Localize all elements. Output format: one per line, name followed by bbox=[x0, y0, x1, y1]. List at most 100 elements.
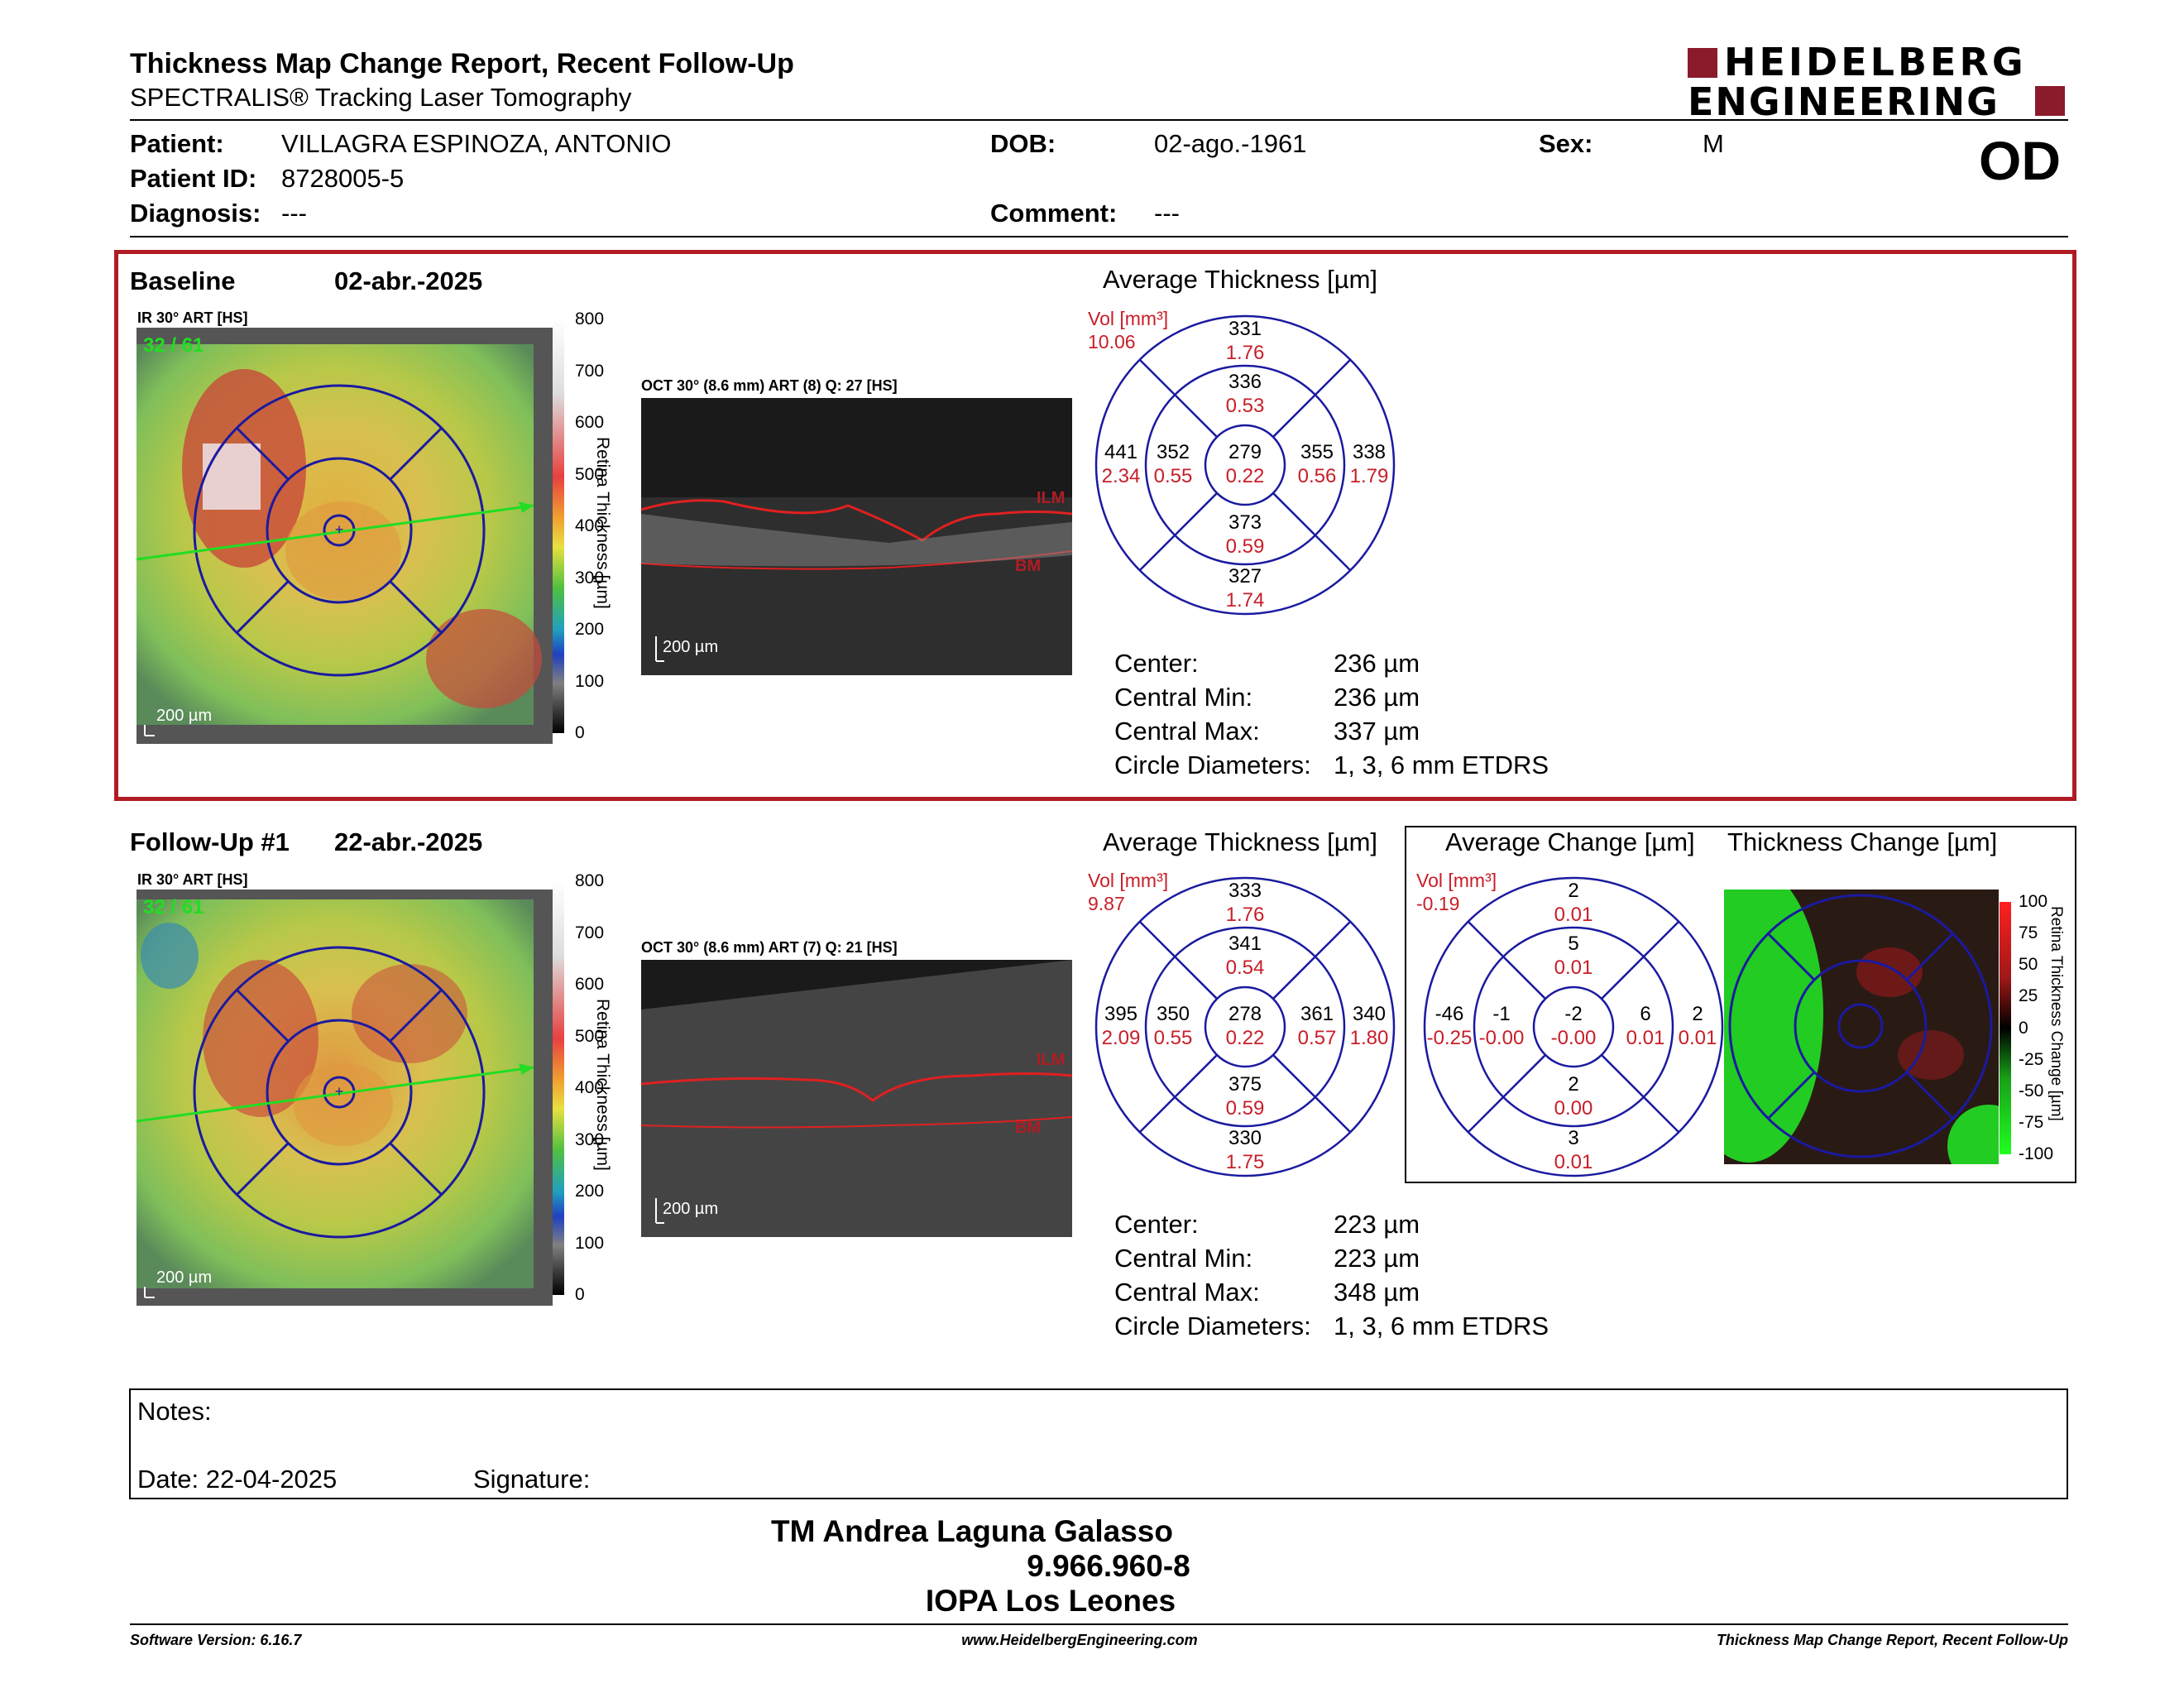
colorbar-tick: -75 bbox=[2019, 1112, 2044, 1132]
sector-thickness: 441 bbox=[1104, 441, 1138, 463]
sector-thickness: 375 bbox=[1228, 1073, 1262, 1096]
stat-value: 223 µm bbox=[1334, 1244, 1420, 1273]
fundus-thickness-map: + 32 / 61 200 µm bbox=[136, 890, 553, 1306]
signer-id: 9.966.960-8 bbox=[1027, 1549, 1190, 1583]
sector-thickness: 341 bbox=[1228, 933, 1262, 955]
etdrs-grid: 333 1.76 341 0.54 278 0.22 375 0.59 330 1.75 395 2.… bbox=[1092, 874, 1398, 1180]
colorbar-tick: 0 bbox=[575, 723, 585, 742]
thickness-change-map bbox=[1724, 890, 1999, 1164]
sector-thickness: 5 bbox=[1568, 933, 1579, 955]
stat-label: Central Max: bbox=[1114, 717, 1260, 746]
etdrs-sector-outer-nas: 2 0.01 bbox=[1664, 1002, 1731, 1050]
ilm-label: ILM bbox=[1037, 489, 1066, 507]
sector-volume: 0.59 bbox=[1225, 1097, 1265, 1120]
stat-value: 348 µm bbox=[1334, 1278, 1420, 1307]
sector-volume: 0.01 bbox=[1626, 1027, 1665, 1049]
colorbar-tick: 500 bbox=[575, 464, 605, 484]
thickness-colorbar bbox=[553, 881, 564, 1295]
notes-label: Notes: bbox=[137, 1397, 212, 1426]
colorbar-tick: 200 bbox=[575, 620, 605, 639]
oct-label: OCT 30° (8.6 mm) ART (8) Q: 27 [HS] bbox=[641, 377, 898, 394]
sector-volume: 0.01 bbox=[1554, 957, 1593, 979]
colorbar-tick: 50 bbox=[2019, 955, 2038, 975]
sector-volume: 0.00 bbox=[1554, 1097, 1593, 1120]
sector-thickness: 352 bbox=[1156, 441, 1190, 463]
colorbar-tick: 700 bbox=[575, 361, 605, 381]
sector-thickness: 338 bbox=[1352, 441, 1387, 463]
patient-id: 8728005-5 bbox=[281, 164, 405, 193]
sector-volume: 1.75 bbox=[1225, 1151, 1265, 1173]
baseline-label: Baseline bbox=[130, 266, 236, 295]
sector-volume: 2.34 bbox=[1101, 465, 1141, 487]
colorbar-tick: 600 bbox=[575, 975, 605, 994]
sector-thickness: 350 bbox=[1156, 1003, 1190, 1025]
ilm-label: ILM bbox=[1037, 1051, 1066, 1069]
stat-label: Circle Diameters: bbox=[1114, 1312, 1311, 1340]
colorbar-tick: -50 bbox=[2019, 1081, 2044, 1101]
colorbar-tick: 400 bbox=[575, 1078, 605, 1097]
etdrs-sector-inner-temp: -1 -0.00 bbox=[1468, 1002, 1535, 1050]
etdrs-sector-outer-temp: 395 2.09 bbox=[1088, 1002, 1154, 1050]
software-version: Software Version: 6.16.7 bbox=[130, 1632, 302, 1648]
colorbar-tick: 0 bbox=[575, 1285, 585, 1304]
patient-label: Patient: bbox=[130, 129, 224, 158]
etdrs-sector-outer-inf: 327 1.74 bbox=[1212, 564, 1278, 612]
sector-volume: -0.00 bbox=[1550, 1027, 1597, 1049]
stat-value: 1, 3, 6 mm ETDRS bbox=[1334, 1312, 1549, 1340]
etdrs-sector-outer-inf: 330 1.75 bbox=[1212, 1126, 1278, 1174]
etdrs-sector-inner-inf: 375 0.59 bbox=[1212, 1072, 1278, 1120]
sector-thickness: 2 bbox=[1568, 1073, 1579, 1096]
sector-thickness: 6 bbox=[1640, 1003, 1651, 1025]
sector-volume: 0.01 bbox=[1554, 1151, 1593, 1173]
etdrs-sector-inner-sup: 5 0.01 bbox=[1540, 932, 1607, 980]
website-link[interactable]: www.HeidelbergEngineering.com bbox=[961, 1632, 1198, 1648]
vol-label: Vol [mm³] bbox=[1088, 308, 1169, 329]
sector-volume: 1.79 bbox=[1349, 465, 1389, 487]
avg-change-title: Average Change [µm] bbox=[1445, 827, 1695, 856]
colorbar-tick: 800 bbox=[575, 309, 605, 328]
colorbar-title: Retina Thickness [µm] bbox=[593, 437, 612, 609]
etdrs-sector-outer-sup: 2 0.01 bbox=[1540, 879, 1607, 927]
sector-volume: 0.22 bbox=[1225, 1027, 1265, 1049]
followup-label: Follow-Up #1 bbox=[130, 827, 290, 856]
sector-volume: 0.54 bbox=[1225, 957, 1265, 979]
scale-label: 200 µm bbox=[156, 1268, 213, 1287]
sector-thickness: 395 bbox=[1104, 1003, 1138, 1025]
etdrs-sector-inner-temp: 350 0.55 bbox=[1140, 1002, 1206, 1050]
sector-volume: 1.76 bbox=[1225, 904, 1265, 926]
colorbar-tick: 300 bbox=[575, 568, 605, 587]
etdrs-sector-inner-sup: 341 0.54 bbox=[1212, 932, 1278, 980]
thickness-colorbar bbox=[553, 319, 564, 733]
scale-label: 200 µm bbox=[156, 707, 213, 725]
comment-value: --- bbox=[1154, 199, 1180, 228]
colorbar-tick: 800 bbox=[575, 871, 605, 890]
stat-label: Center: bbox=[1114, 649, 1199, 678]
avg-thickness-title: Average Thickness [µm] bbox=[1103, 827, 1378, 856]
sector-thickness: 333 bbox=[1228, 880, 1262, 902]
dob-value: 02-ago.-1961 bbox=[1154, 129, 1307, 158]
sector-volume: -0.00 bbox=[1478, 1027, 1525, 1049]
avg-thickness-title: Average Thickness [µm] bbox=[1103, 265, 1378, 294]
stat-value: 223 µm bbox=[1334, 1210, 1420, 1239]
stat-value: 337 µm bbox=[1334, 717, 1420, 746]
colorbar-tick: 300 bbox=[575, 1129, 605, 1149]
etdrs-sector-outer-sup: 331 1.76 bbox=[1212, 317, 1278, 365]
change-vol-label: Vol [mm³] bbox=[1416, 870, 1497, 891]
etdrs-sector-center: -2 -0.00 bbox=[1540, 1002, 1607, 1050]
svg-text:+: + bbox=[335, 1083, 344, 1100]
frame-counter: 32 / 61 bbox=[143, 896, 204, 918]
footer-report-name: Thickness Map Change Report, Recent Foll… bbox=[1716, 1632, 2068, 1648]
stat-label: Central Min: bbox=[1114, 1244, 1253, 1273]
sector-thickness: -46 bbox=[1434, 1003, 1464, 1025]
sector-volume: 1.80 bbox=[1349, 1027, 1389, 1049]
etdrs-grid: 331 1.76 336 0.53 279 0.22 373 0.59 327 1.74 441 2.… bbox=[1092, 312, 1398, 618]
sector-thickness: 340 bbox=[1352, 1003, 1387, 1025]
oct-label: OCT 30° (8.6 mm) ART (7) Q: 21 [HS] bbox=[641, 939, 898, 956]
bm-label: BM bbox=[1015, 557, 1042, 575]
diagnosis-label: Diagnosis: bbox=[130, 199, 261, 228]
baseline-date: 02-abr.-2025 bbox=[334, 266, 483, 295]
notes-box bbox=[129, 1388, 2068, 1499]
stat-value: 236 µm bbox=[1334, 683, 1420, 712]
etdrs-sector-inner-sup: 336 0.53 bbox=[1212, 370, 1278, 418]
etdrs-sector-outer-nas: 340 1.80 bbox=[1336, 1002, 1402, 1050]
